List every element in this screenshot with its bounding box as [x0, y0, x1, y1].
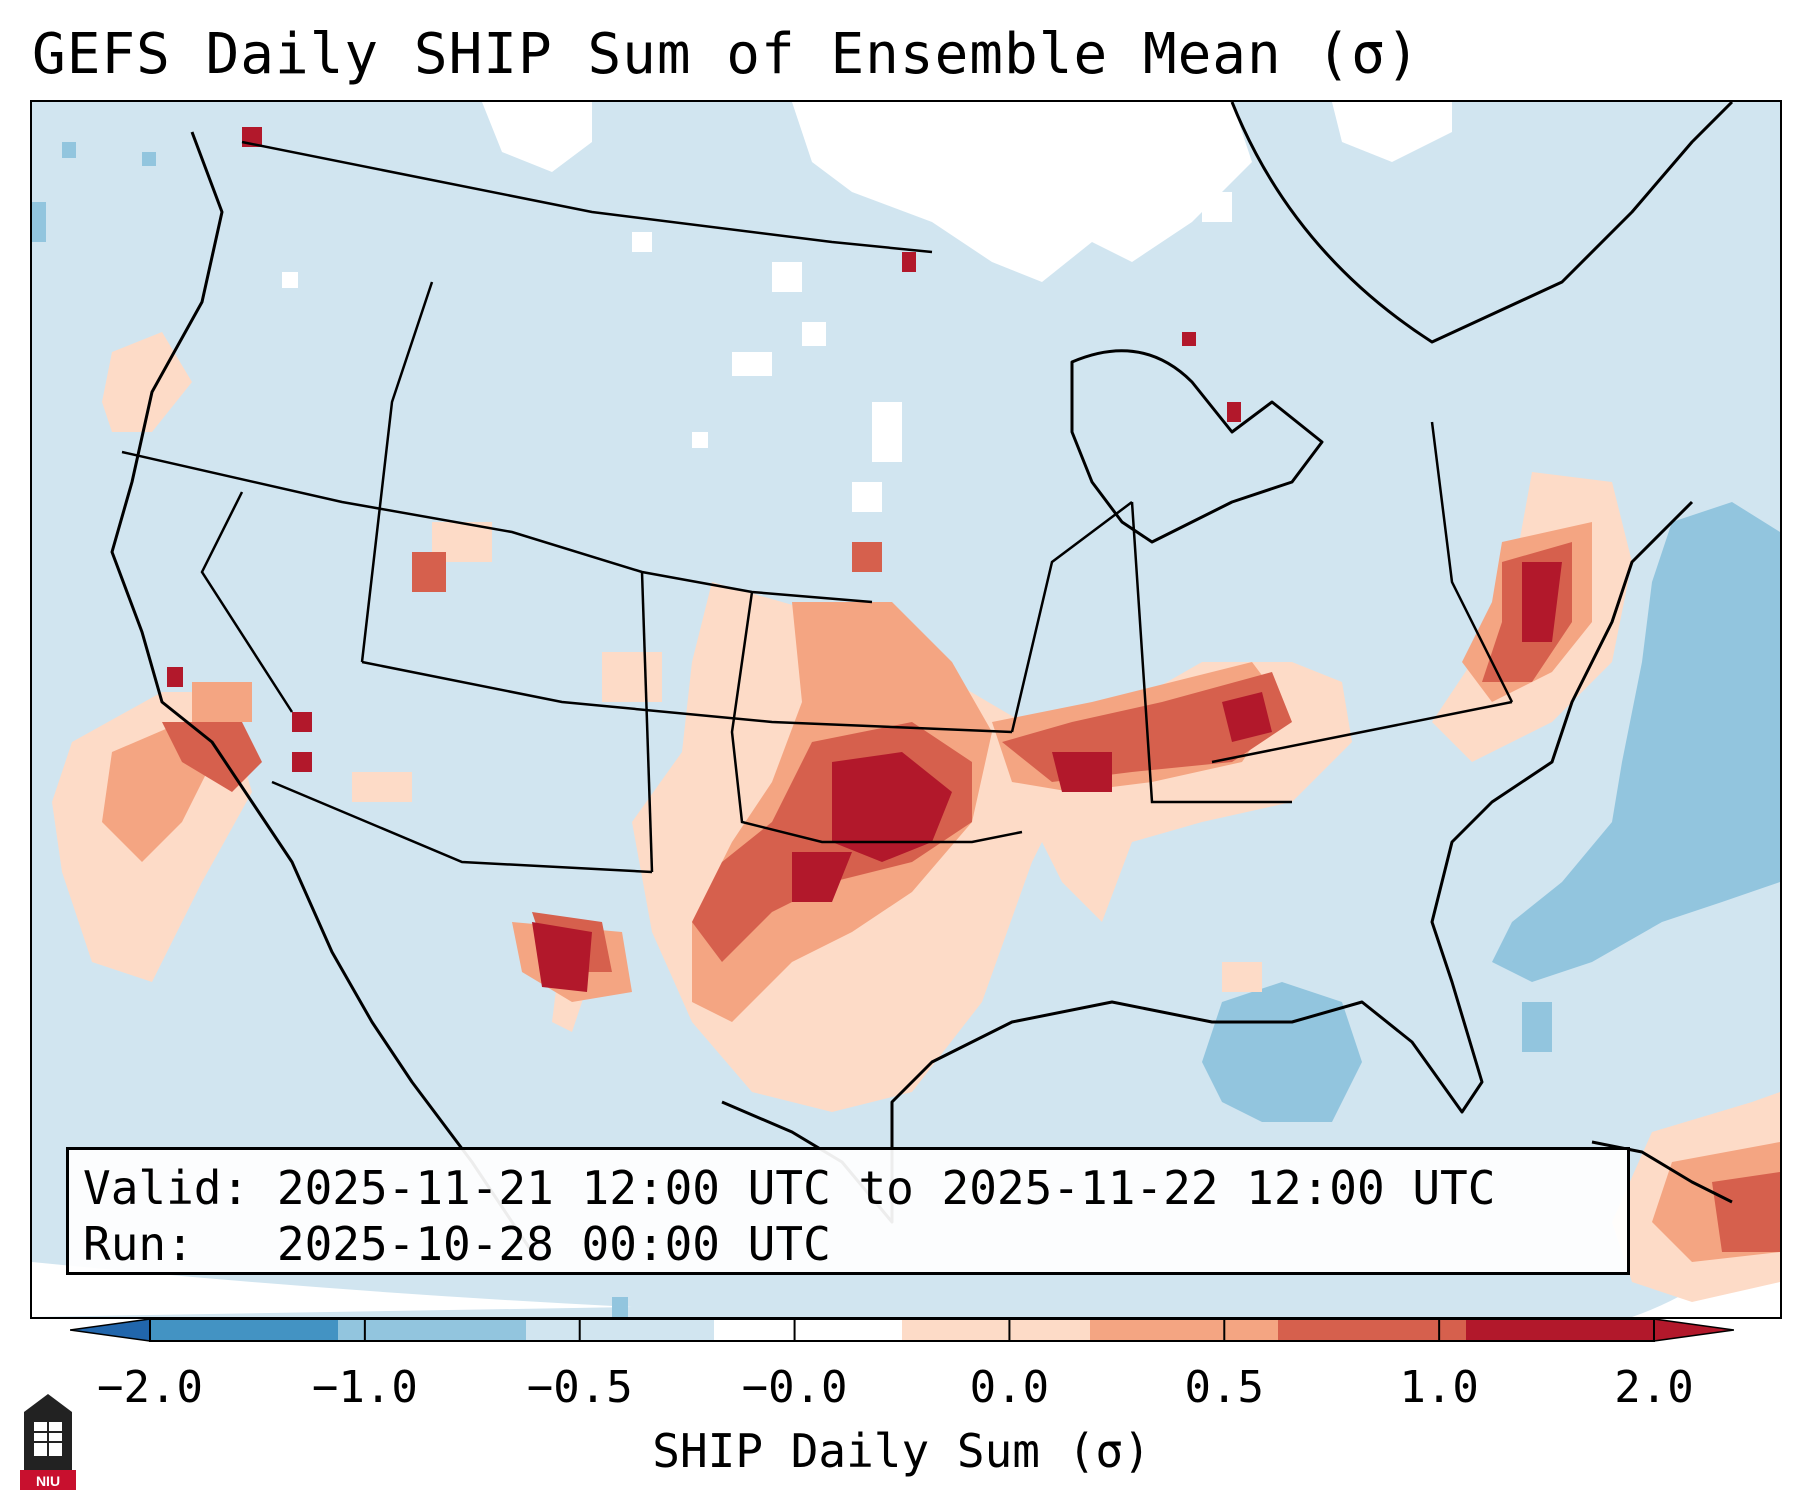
blue-pockets: [32, 142, 1780, 1317]
map-corner-white: [32, 1262, 632, 1317]
pacific-coastline: [110, 131, 534, 1253]
state-border-2: [361, 660, 1013, 734]
state-border-10: [1211, 700, 1513, 764]
valid-value: 2025-11-21 12:00 UTC to 2025-11-22 12:00…: [276, 1161, 1496, 1215]
colorbar-label: SHIP Daily Sum (σ): [652, 1424, 1151, 1478]
run-value: 2025-10-28 00:00 UTC: [276, 1217, 831, 1271]
colorbar-segment: [526, 1319, 715, 1341]
colorbar-tick-label: 1.0: [1399, 1362, 1479, 1413]
colorbar: [70, 1318, 1734, 1342]
valid-label: Valid:: [83, 1161, 250, 1215]
chart-title: GEFS Daily SHIP Sum of Ensemble Mean (σ): [32, 22, 1421, 87]
state-border-8: [1130, 501, 1292, 804]
state-border-11: [1430, 421, 1514, 703]
colorbar-extend-low: [70, 1318, 151, 1342]
borders: [121, 140, 1514, 874]
atlantic-blue-dot: [1522, 1002, 1552, 1052]
state-border-5: [360, 281, 434, 663]
colorbar-segment: [1278, 1319, 1467, 1341]
colorbar-tick-label: −0.0: [741, 1362, 848, 1413]
colorbar-segment: [1466, 1319, 1655, 1341]
colorbar-tick-label: 0.0: [969, 1362, 1050, 1413]
coastlines: [110, 102, 1734, 1253]
state-border-6: [200, 491, 294, 713]
oklahoma-core: [832, 752, 952, 862]
canada-coast: [1230, 102, 1734, 344]
colorbar-tick-label: 0.5: [1184, 1362, 1265, 1413]
gulf-blue-pocket: [1202, 982, 1362, 1122]
gulf-atlantic-coastline: [721, 500, 1694, 1224]
atlantic-blue-pocket: [1492, 502, 1780, 982]
state-border-3: [271, 780, 653, 874]
colorbar-segment: [338, 1319, 527, 1341]
map-canvas: [32, 102, 1780, 1317]
colorbar-segment: [902, 1319, 1091, 1341]
darkest-red-field: [167, 127, 1562, 992]
colorbar-tick-label: −1.0: [311, 1362, 418, 1413]
colorbar-tick-label: −2.0: [97, 1362, 203, 1413]
us-canada-border: [241, 140, 933, 254]
colorbar-tick-label: 2.0: [1614, 1362, 1694, 1413]
great-lakes: [1070, 349, 1324, 544]
pacific-blue-pocket: [32, 202, 46, 242]
logo-text: NIU: [36, 1473, 60, 1489]
colorbar-extend-high: [1653, 1318, 1734, 1342]
niu-logo: NIU: [20, 1394, 76, 1490]
colorbar-segment: [1090, 1319, 1279, 1341]
state-border-4: [640, 571, 654, 873]
valid-run-info-box: Valid: 2025-11-21 12:00 UTC to 2025-11-2…: [66, 1147, 1630, 1275]
logo-banner: [20, 1470, 76, 1490]
colorbar-segment: [150, 1319, 339, 1341]
colorbar-tick-label: −0.5: [526, 1362, 633, 1413]
snow-white-north-plains: [282, 102, 1452, 512]
state-border-9: [1010, 501, 1133, 733]
colorbar-segment: [714, 1319, 903, 1341]
new-mexico-core: [532, 922, 592, 992]
state-border-1: [121, 450, 873, 604]
map-panel: [30, 100, 1782, 1319]
logo-window-grid: [34, 1422, 62, 1456]
run-label: Run:: [83, 1217, 194, 1271]
state-border-7: [730, 591, 1023, 844]
